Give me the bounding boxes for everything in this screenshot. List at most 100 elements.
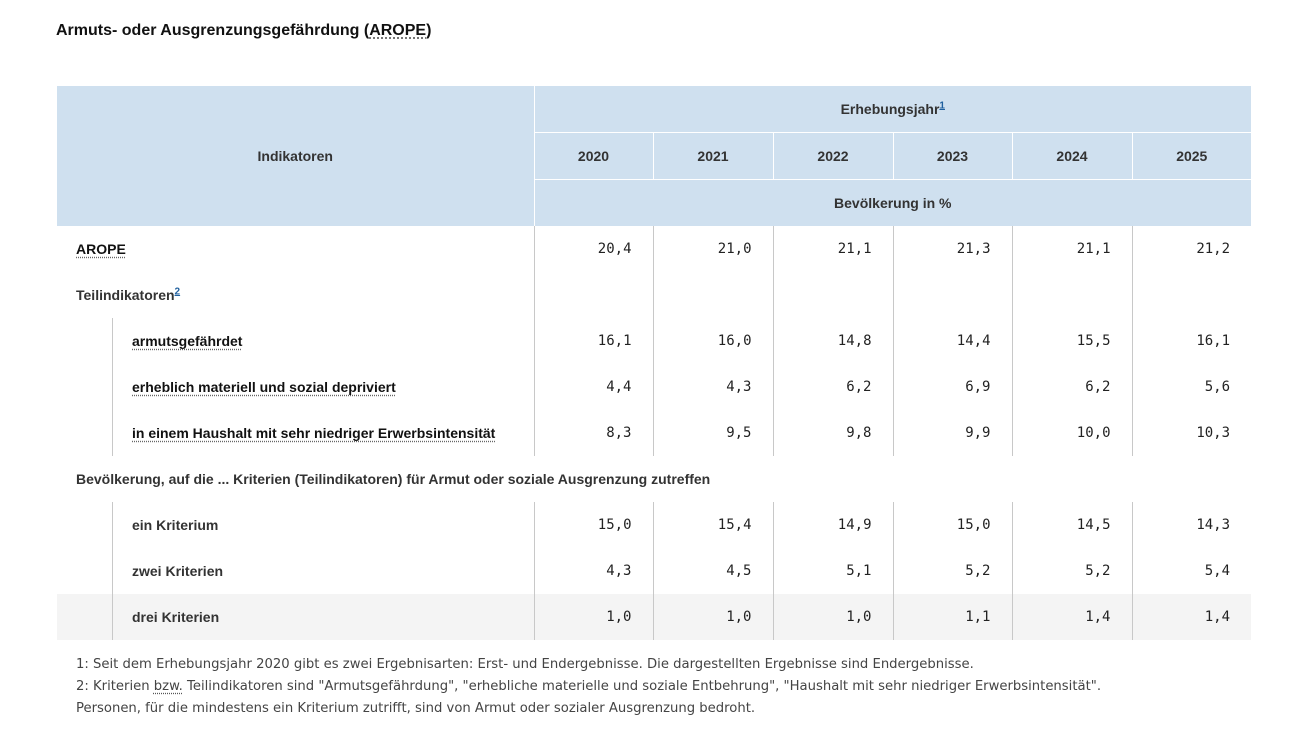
table-cell: 16,1 [533,318,653,364]
table-cell: 10,0 [1011,410,1132,456]
footnote-3: Personen, für die mindestens ein Kriteri… [76,701,756,716]
row-label-text: drei Kriterien [132,609,220,625]
table-cell: 9,9 [892,410,1012,456]
table-row: AROPE 20,4 21,0 21,1 21,3 21,1 21,2 [57,226,1252,272]
footnote-link-1[interactable]: 1 [939,100,945,112]
row-label-teilindikatoren: Teilindikatoren [76,287,175,303]
footnote-2: 2: Kriterien bzw. Teilindikatoren sind "… [76,676,1101,698]
table-cell: 1,4 [1131,594,1252,640]
table-cell: 14,4 [892,318,1012,364]
table-cell: 15,4 [652,502,773,548]
arope-table: Indikatoren Erhebungsjahr1 2020 2021 202… [57,86,1252,640]
table-row: erheblich materiell und sozial deprivier… [57,364,1252,410]
table-cell: 15,0 [892,502,1012,548]
table-cell: 6,2 [1011,364,1132,410]
row-label: armutsgefährdet [57,318,534,364]
row-label: in einem Haushalt mit sehr niedriger Erw… [57,410,534,456]
table-row: ein Kriterium 15,0 15,4 14,9 15,0 14,5 1… [57,502,1252,548]
footnote-2-abbr[interactable]: bzw. [153,679,183,694]
footnote-2-end: Teilindikatoren sind "Armutsgefährdung",… [182,679,1102,694]
table-cell: 4,3 [652,364,773,410]
header-indicators: Indikatoren [57,86,534,226]
header-row-survey-year: Indikatoren Erhebungsjahr1 [57,86,1252,226]
footnote-link-2[interactable]: 2 [174,286,181,298]
table-cell: 21,0 [652,226,773,272]
table-cell: 9,5 [652,410,773,456]
table-row: Teilindikatoren2 [57,272,1252,318]
table-body: AROPE 20,4 21,0 21,1 21,3 21,1 21,2 Teil… [57,226,1252,640]
table-row: in einem Haushalt mit sehr niedriger Erw… [57,410,1252,456]
table-cell: 21,1 [1011,226,1132,272]
title-abbr-arope[interactable]: AROPE [369,22,427,39]
header-year: 2025 [1131,132,1252,180]
header-row-years: 2020 2021 2022 2023 2024 2025 [57,132,1252,180]
table-cell: 1,1 [892,594,1012,640]
table-cell [533,272,653,318]
row-label-link[interactable]: erheblich materiell und sozial deprivier… [132,379,396,395]
row-label: erheblich materiell und sozial deprivier… [57,364,534,410]
table-cell: 15,5 [1011,318,1132,364]
table-row: drei Kriterien 1,0 1,0 1,0 1,1 1,4 1,4 [57,594,1252,640]
header-row-unit: Bevölkerung in % [57,179,1252,226]
table-cell: 5,2 [892,548,1012,594]
row-label: zwei Kriterien [57,548,534,594]
table-row: armutsgefährdet 16,1 16,0 14,8 14,4 15,5… [57,318,1252,364]
row-label: Teilindikatoren2 [57,272,534,318]
footnote-1: 1: Seit dem Erhebungsjahr 2020 gibt es z… [76,657,974,672]
footnote-2-start: 2: Kriterien [76,679,154,694]
header-year: 2023 [892,132,1012,180]
table-cell: 9,8 [772,410,893,456]
table-cell: 16,0 [652,318,773,364]
header-year: 2024 [1011,132,1132,180]
table-title: Armuts- oder Ausgrenzungsgefährdung (ARO… [56,22,431,40]
table-cell: 5,1 [772,548,893,594]
row-label-text: ein Kriterium [132,517,219,533]
table-cell: 4,4 [533,364,653,410]
table-cell [1131,272,1252,318]
table-cell: 21,1 [772,226,893,272]
row-label-criteria-group: Bevölkerung, auf die ... Kriterien (Teil… [76,471,711,487]
header-year: 2021 [652,132,773,180]
table-cell: 1,0 [533,594,653,640]
row-label: ein Kriterium [57,502,534,548]
table-cell: 21,2 [1131,226,1252,272]
table-cell [892,272,1012,318]
header-survey-year: Erhebungsjahr1 [533,86,1252,133]
title-prefix: Armuts- oder Ausgrenzungsgefährdung ( [56,22,370,39]
table-cell: 14,9 [772,502,893,548]
table-cell: 14,5 [1011,502,1132,548]
table-cell: 20,4 [533,226,653,272]
header-unit: Bevölkerung in % [533,179,1252,226]
row-label-arope[interactable]: AROPE [76,241,126,257]
table-cell: 10,3 [1131,410,1252,456]
table-cell: 1,0 [652,594,773,640]
row-label: AROPE [57,226,534,272]
table-cell [652,272,773,318]
table-cell [1011,272,1132,318]
table-cell: 6,9 [892,364,1012,410]
title-suffix: ) [426,22,432,39]
table-cell: 1,4 [1011,594,1132,640]
table-cell: 5,2 [1011,548,1132,594]
row-label-text: zwei Kriterien [132,563,224,579]
table-row: zwei Kriterien 4,3 4,5 5,1 5,2 5,2 5,4 [57,548,1252,594]
row-label: drei Kriterien [57,594,534,640]
table-cell: 5,4 [1131,548,1252,594]
table-cell: 8,3 [533,410,653,456]
table-cell: 1,0 [772,594,893,640]
footnotes: 1: Seit dem Erhebungsjahr 2020 gibt es z… [76,654,1101,720]
table-header: Indikatoren Erhebungsjahr1 2020 2021 202… [57,86,1252,226]
table-cell: 4,3 [533,548,653,594]
survey-year-label: Erhebungsjahr [840,101,940,117]
table-cell [772,272,893,318]
table-cell: 14,8 [772,318,893,364]
row-label-link[interactable]: armutsgefährdet [132,333,243,349]
row-label-link[interactable]: in einem Haushalt mit sehr niedriger Erw… [132,425,496,441]
table-cell: 4,5 [652,548,773,594]
table-cell: 16,1 [1131,318,1252,364]
table-cell: 21,3 [892,226,1012,272]
table-row: Bevölkerung, auf die ... Kriterien (Teil… [57,456,1251,502]
header-year: 2022 [772,132,893,180]
table-cell: 14,3 [1131,502,1252,548]
table-cell: 5,6 [1131,364,1252,410]
